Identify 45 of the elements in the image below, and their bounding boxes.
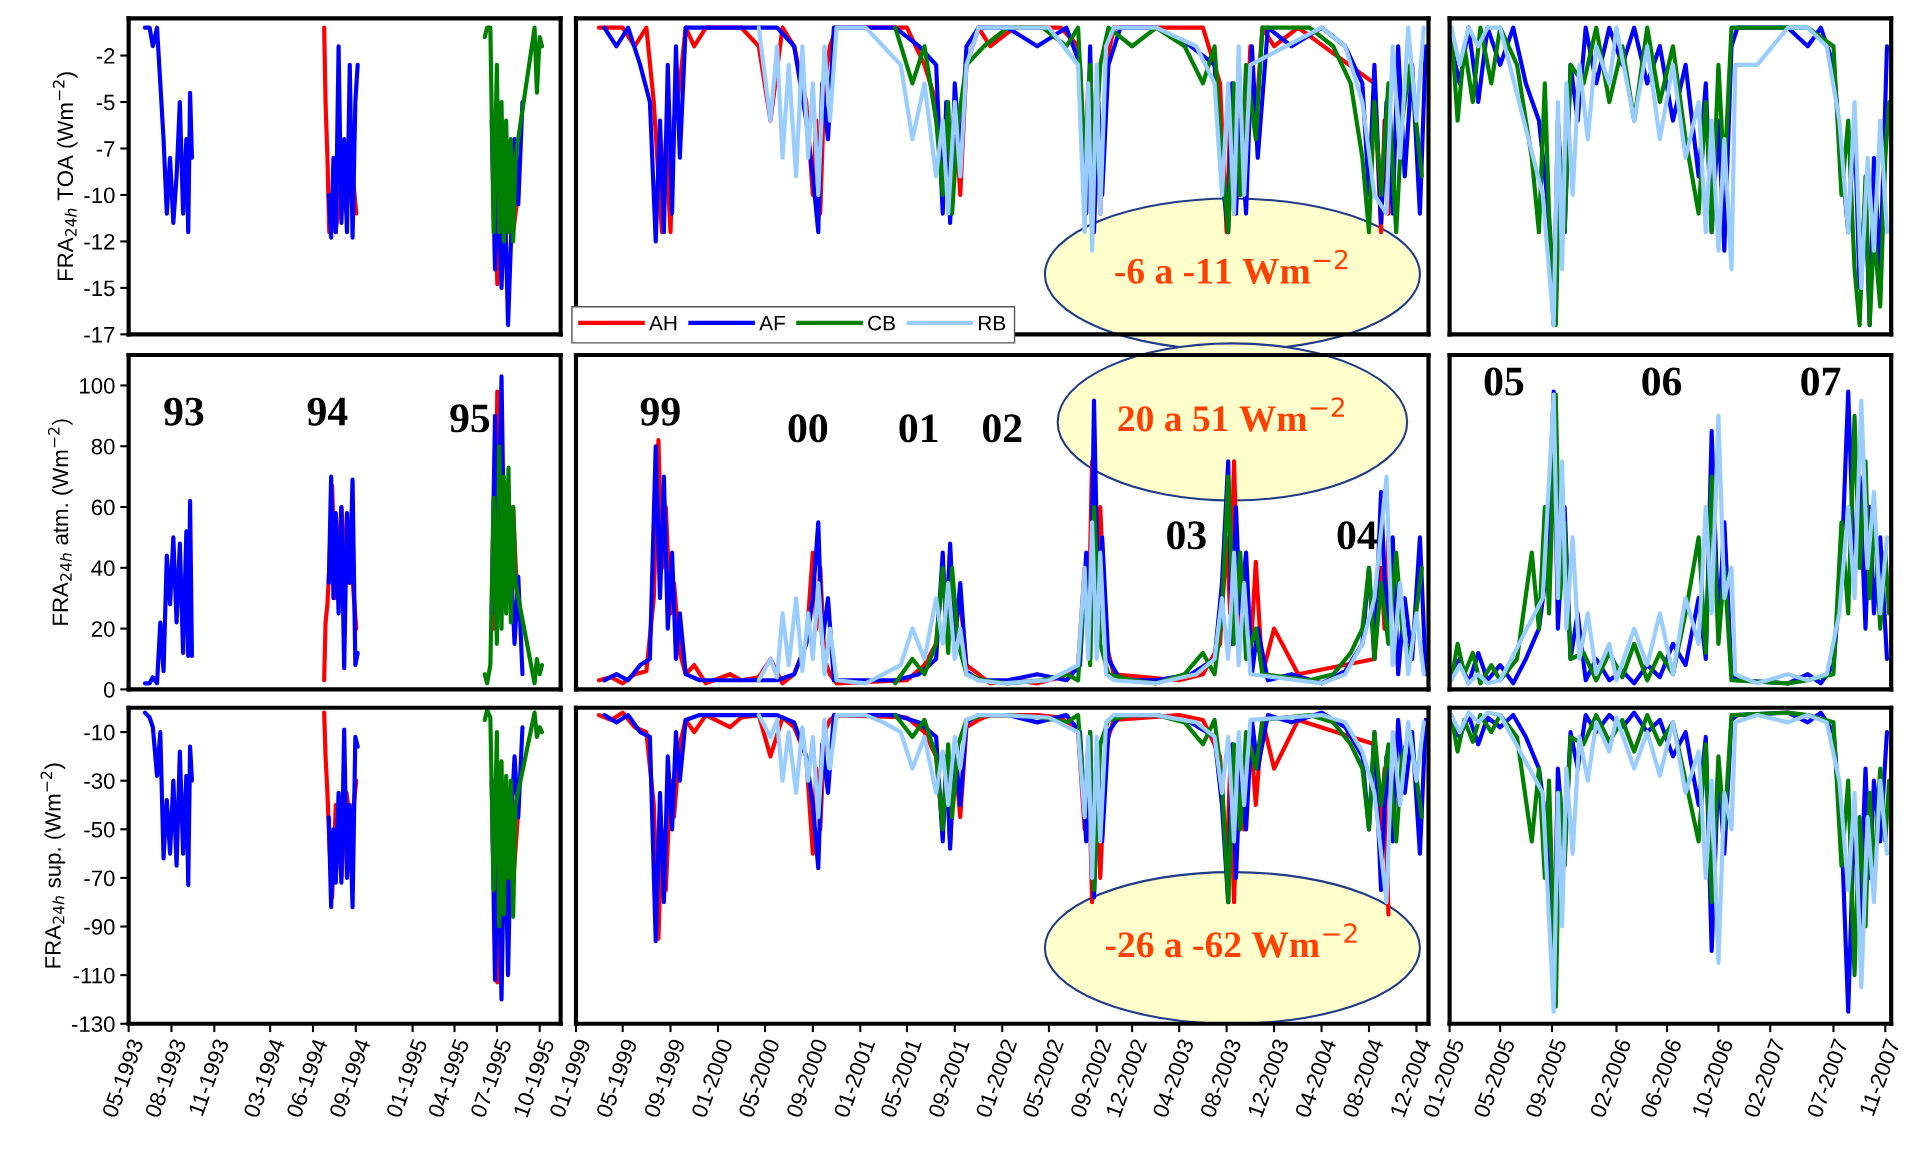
y-tick-label: -70 <box>84 870 115 887</box>
y-tick-label: 20 <box>91 621 115 637</box>
line-series <box>482 444 545 686</box>
annotation: -6 a -11 Wm$^{−2}$ <box>1115 249 1348 285</box>
y-tick-label: -17 <box>84 327 115 343</box>
annotation: 99 <box>640 397 680 426</box>
annotation: -26 a -62 Wm$^{−2}$ <box>1105 923 1357 958</box>
annotation: 95 <box>450 404 490 433</box>
line-series <box>482 25 545 244</box>
legend-label: RB <box>978 315 1006 331</box>
annotation: 05 <box>1484 367 1524 396</box>
y-tick-label: -7 <box>96 141 115 157</box>
annotation: 03 <box>1167 521 1206 550</box>
annotation: 02 <box>983 414 1022 443</box>
y-tick-label: -15 <box>84 280 115 297</box>
y-tick-label: -10 <box>84 187 115 204</box>
annotation: 20 a 51 Wm$^{−2}$ <box>1118 397 1344 432</box>
y-tick-label: 60 <box>91 499 115 516</box>
y-tick-label: -110 <box>73 967 115 984</box>
y-tick-label: -90 <box>84 919 115 935</box>
y-tick-label: -50 <box>84 821 115 838</box>
y-tick-label: -30 <box>84 773 115 789</box>
y-tick-label: 100 <box>80 377 115 394</box>
annotation: 93 <box>164 397 204 426</box>
y-tick-label: -5 <box>96 94 115 111</box>
legend-label: AH <box>649 315 677 331</box>
line-series <box>482 708 545 929</box>
y-axis-title: FRA$_{24h}$ TOA (Wm$^{−2}$) <box>52 72 78 281</box>
y-tick-label: -12 <box>84 233 115 250</box>
y-axis-title: FRA$_{24h}$ sup. (Wm$^{−2}$) <box>40 763 66 968</box>
y-tick-label: -10 <box>84 724 115 741</box>
y-tick-label: 80 <box>91 438 115 455</box>
legend-label: AF <box>759 315 785 331</box>
annotation: 06 <box>1642 367 1682 396</box>
annotation: 94 <box>307 397 348 426</box>
y-axis-title: FRA$_{24h}$ atm. (Wm$^{−2}$) <box>47 419 73 625</box>
annotation: 00 <box>788 414 828 443</box>
annotation: 01 <box>899 414 938 443</box>
y-tick-label: -130 <box>71 1016 115 1033</box>
y-tick-label: 40 <box>91 560 115 577</box>
annotation: 04 <box>1337 521 1377 550</box>
legend-label: CB <box>868 315 895 331</box>
y-tick-label: 0 <box>103 681 115 698</box>
y-tick-label: -2 <box>96 48 115 64</box>
annotation: 07 <box>1801 367 1841 396</box>
